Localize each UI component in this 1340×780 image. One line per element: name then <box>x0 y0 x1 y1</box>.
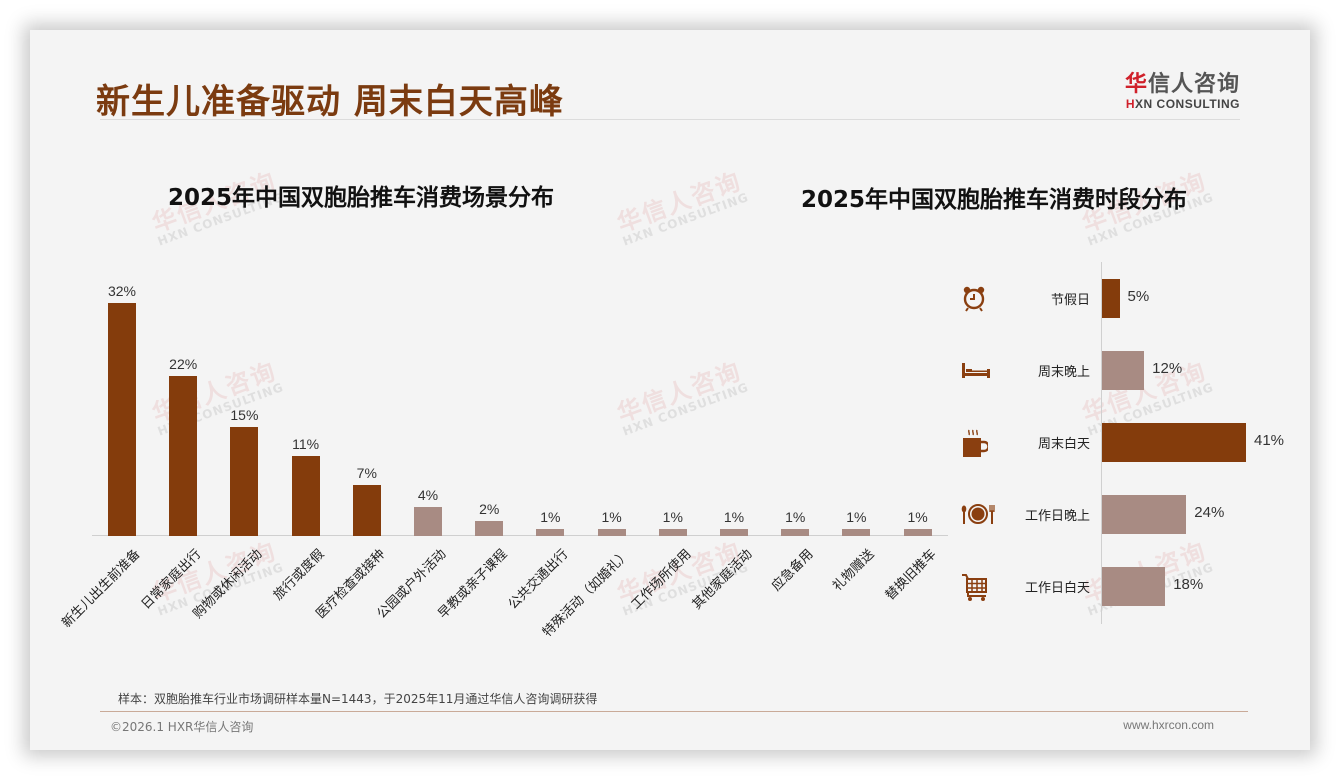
coffee-mug-icon <box>960 428 990 457</box>
alarm-clock-icon <box>960 284 988 312</box>
category-label: 工作日白天 <box>1024 581 1090 596</box>
footer-divider <box>100 711 1248 712</box>
category-label: 周末晚上 <box>1037 365 1090 380</box>
bar-value-label: 4% <box>417 486 439 503</box>
bar-value-label: 1% <box>785 508 806 525</box>
bar-row: 周末晚上 12% <box>950 334 1290 406</box>
slide: 新生儿准备驱动 周末白天高峰 华信人咨询 HXN CONSULTING 华信人咨… <box>30 30 1310 750</box>
bar-value-label: 7% <box>356 464 377 481</box>
bar <box>108 302 136 536</box>
bar-value-label: 1% <box>601 508 622 525</box>
bar <box>414 506 442 536</box>
copyright: ©2026.1 HXR华信人咨询 <box>110 720 254 734</box>
website-link[interactable]: www.hxrcon.com <box>1123 718 1214 732</box>
bar-column: 2% <box>475 270 504 536</box>
bar <box>352 484 381 536</box>
bar-column: 22% <box>169 270 197 536</box>
bar-value-label: 1% <box>662 508 683 525</box>
category-label: 工作日晚上 <box>1024 509 1090 524</box>
bar <box>1102 423 1246 462</box>
time-bar-chart: 节假日 5% 周末晚上 12% 周末白天 41% 工作日晚上 24% 工作日白天 18% <box>950 262 1290 624</box>
x-axis-label: 旅行或度假 <box>270 546 328 604</box>
bar <box>1102 567 1166 606</box>
bar <box>658 528 687 536</box>
bar <box>536 528 565 536</box>
x-axis-label: 工作场所使用 <box>628 546 695 613</box>
company-logo: 华信人咨询 HXN CONSULTING <box>1125 66 1240 111</box>
bar <box>1102 495 1187 534</box>
bar <box>842 528 871 536</box>
bar-value-label: 5% <box>1127 288 1150 305</box>
plate-cutlery-icon <box>960 500 995 528</box>
category-label: 节假日 <box>1050 293 1090 308</box>
logo-en: HXN CONSULTING <box>1125 97 1240 111</box>
bar-column: 4% <box>414 270 442 536</box>
bar-column: 11% <box>291 270 320 536</box>
bar <box>903 528 932 536</box>
y-axis-line <box>1101 262 1102 624</box>
bar-value-label: 18% <box>1173 576 1204 593</box>
shopping-cart-icon <box>960 572 988 601</box>
category-label: 周末白天 <box>1037 437 1090 452</box>
bar-value-label: 32% <box>107 282 137 299</box>
bar-row: 工作日晚上 24% <box>950 478 1290 550</box>
bar-column: 1% <box>720 270 748 536</box>
bar-value-label: 15% <box>230 406 259 423</box>
bar <box>1102 351 1145 390</box>
bar-value-label: 41% <box>1254 432 1285 449</box>
bar <box>781 528 810 536</box>
bar-column: 1% <box>658 270 687 536</box>
bar-column: 1% <box>597 270 626 536</box>
x-axis-label: 替换旧推车 <box>882 546 940 604</box>
bar <box>475 521 504 536</box>
bar-column: 1% <box>903 270 932 536</box>
bar <box>291 455 320 536</box>
bar-value-label: 11% <box>292 435 320 452</box>
bar-value-label: 2% <box>479 501 500 518</box>
bar-column: 15% <box>230 270 258 536</box>
sample-note: 样本：双胞胎推车行业市场调研样本量N=1443，于2025年11月通过华信人咨询… <box>118 692 598 706</box>
bar <box>230 426 259 536</box>
bar-column: 7% <box>352 270 381 536</box>
scene-chart-title: 2025年中国双胞胎推车消费场景分布 <box>168 185 555 211</box>
bar-value-label: 12% <box>1152 360 1183 377</box>
bar-value-label: 1% <box>540 508 561 525</box>
bar-row: 工作日白天 18% <box>950 550 1290 622</box>
bar-row: 周末白天 41% <box>950 406 1290 478</box>
bar-column: 1% <box>536 270 565 536</box>
x-axis-line <box>92 535 948 536</box>
logo-cn: 华信人咨询 <box>1124 72 1240 97</box>
bar <box>1102 279 1120 318</box>
time-chart-title: 2025年中国双胞胎推车消费时段分布 <box>801 187 1188 213</box>
header-divider <box>100 119 1240 120</box>
x-axis-label: 礼物赠送 <box>830 546 878 595</box>
page-title: 新生儿准备驱动 周末白天高峰 <box>96 82 564 122</box>
bar <box>169 375 198 536</box>
bar-value-label: 1% <box>907 508 928 525</box>
bar-value-label: 1% <box>846 508 867 525</box>
bar-column: 32% <box>108 270 136 536</box>
scene-bar-chart: 32% 22% 15% 11% 7% 4% 2% 1% 1% 1% 1% 1% 1% 1% <box>92 270 948 536</box>
bed-icon <box>960 356 990 384</box>
x-axis-label: 新生儿出生前准备 <box>59 546 144 631</box>
bar-column: 1% <box>781 270 810 536</box>
bar-row: 节假日 5% <box>950 262 1290 334</box>
bar-column: 1% <box>842 270 871 536</box>
bar <box>720 528 748 536</box>
bar-value-label: 24% <box>1194 504 1225 521</box>
x-axis-label: 应急备用 <box>769 546 817 595</box>
bar <box>597 528 626 536</box>
bar-value-label: 22% <box>169 355 198 372</box>
bar-value-label: 1% <box>723 508 745 525</box>
x-axis-label: 其他家庭活动 <box>689 546 756 613</box>
